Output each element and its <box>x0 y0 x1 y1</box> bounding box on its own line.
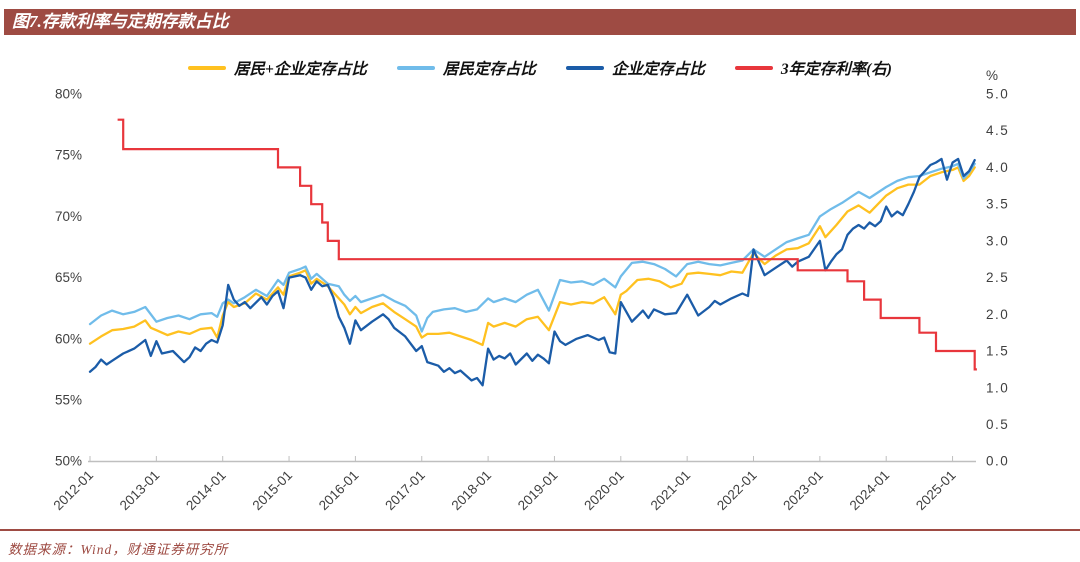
left-axis-tick-label: 55% <box>55 393 82 408</box>
legend-label: 居民定存占比 <box>442 61 536 78</box>
left-axis-tick-label: 50% <box>55 454 82 469</box>
right-axis-tick-label: 2.0 <box>986 307 1009 322</box>
right-axis-tick-label: 0.0 <box>986 454 1009 469</box>
chart-title-bar: 图7.存款利率与定期存款占比 <box>4 9 1076 35</box>
left-axis-tick-label: 70% <box>55 209 82 224</box>
x-tick-label: 2016-01 <box>316 468 362 514</box>
legend-swatch-icon <box>396 66 435 70</box>
series-line-3 <box>117 118 977 371</box>
x-tick-label: 2019-01 <box>515 468 561 514</box>
x-tick-label: 2021-01 <box>648 468 694 514</box>
right-axis-tick-label: 3.0 <box>986 233 1009 248</box>
legend-swatch-icon <box>734 66 773 70</box>
right-axis-tick-label: 0.5 <box>986 417 1009 432</box>
legend-item-2: 企业定存占比 <box>565 57 705 79</box>
chart-title: 图7.存款利率与定期存款占比 <box>12 12 229 31</box>
right-axis-tick-label: 4.0 <box>986 160 1009 175</box>
x-tick-label: 2020-01 <box>581 468 627 514</box>
series-line-2 <box>88 157 976 387</box>
x-tick-label: 2018-01 <box>449 468 495 514</box>
right-axis-tick-label: 1.0 <box>986 380 1009 395</box>
right-axis-tick-label: 5.0 <box>986 87 1009 102</box>
right-axis-tick-label: 2.5 <box>986 270 1009 285</box>
legend-item-3: 3年定存利率(右) <box>734 57 892 79</box>
legend-item-1: 居民定存占比 <box>396 57 536 79</box>
legend-label: 居民+企业定存占比 <box>234 61 367 78</box>
series-line-0 <box>88 166 976 347</box>
x-tick-label: 2014-01 <box>183 468 229 514</box>
footer-divider <box>0 529 1080 531</box>
legend: 居民+企业定存占比 居民定存占比 企业定存占比 3年定存利率(右) <box>0 56 1080 80</box>
x-tick-label: 2015-01 <box>250 468 296 514</box>
x-tick-label: 2022-01 <box>714 468 760 514</box>
legend-swatch-icon <box>565 66 604 70</box>
legend-label: 3年定存利率(右) <box>780 61 892 78</box>
left-axis-tick-label: 80% <box>55 87 82 102</box>
x-tick-label: 2024-01 <box>847 468 893 514</box>
legend-swatch-icon <box>188 66 227 70</box>
legend-label: 企业定存占比 <box>611 61 705 78</box>
x-tick-label: 2025-01 <box>913 468 959 514</box>
data-source-note: 数据来源：Wind，财通证券研究所 <box>8 542 229 557</box>
x-tick-label: 2013-01 <box>117 468 163 514</box>
right-axis-unit: % <box>986 68 998 83</box>
right-axis-tick-label: 1.5 <box>986 344 1009 359</box>
left-axis-tick-label: 60% <box>55 331 82 346</box>
right-axis-tick-label: 3.5 <box>986 197 1009 212</box>
left-axis-tick-label: 75% <box>55 148 82 163</box>
x-tick-label: 2023-01 <box>780 468 826 514</box>
legend-item-0: 居民+企业定存占比 <box>188 57 367 79</box>
x-tick-label: 2017-01 <box>382 468 428 514</box>
right-axis-tick-label: 4.5 <box>986 123 1009 138</box>
left-axis-tick-label: 65% <box>55 270 82 285</box>
x-tick-label: 2012-01 <box>50 468 96 514</box>
